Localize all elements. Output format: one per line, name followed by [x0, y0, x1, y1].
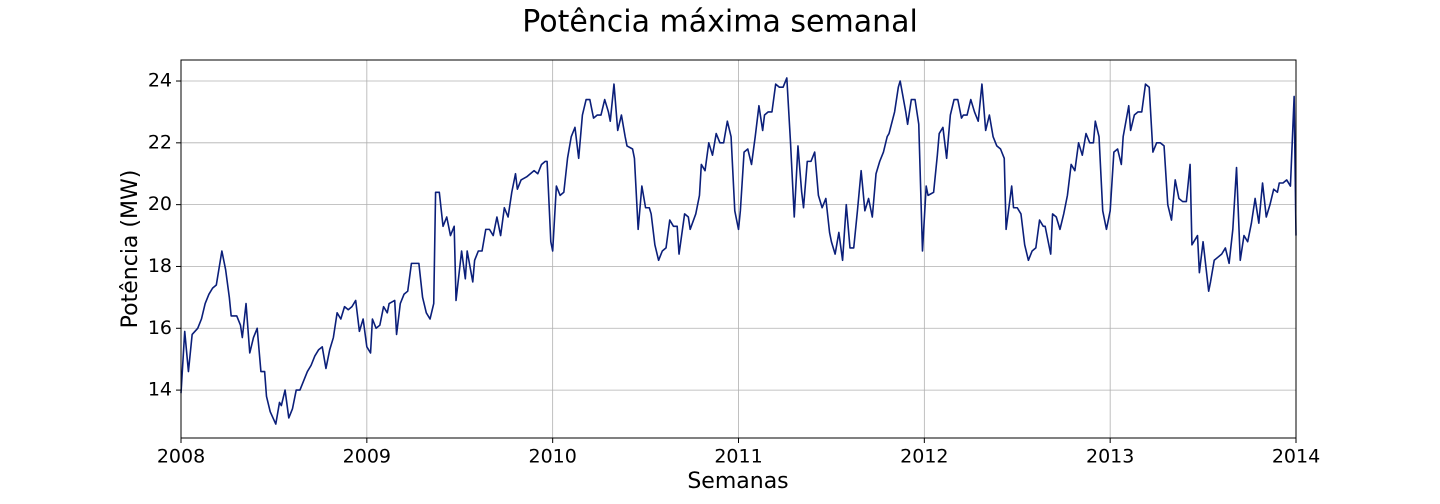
x-tick-label: 2012 — [900, 446, 948, 468]
y-tick-label: 14 — [148, 379, 172, 401]
plot-frame — [180, 59, 1297, 439]
y-tick-label: 20 — [148, 193, 172, 215]
x-tick-label: 2010 — [528, 446, 576, 468]
y-tick-label: 16 — [148, 317, 172, 339]
x-tick-label: 2009 — [343, 446, 391, 468]
chart-title: Potência máxima semanal — [522, 5, 918, 40]
y-tick-label: 18 — [148, 255, 172, 277]
x-tick-label: 2014 — [1272, 446, 1320, 468]
x-tick-label: 2011 — [714, 446, 762, 468]
y-axis-label: Potência (MW) — [118, 170, 143, 329]
data-line — [180, 77, 1297, 425]
y-tick-label: 22 — [148, 131, 172, 153]
x-axis-label: Semanas — [687, 469, 788, 494]
y-tick-label: 24 — [148, 70, 172, 92]
x-tick-label: 2013 — [1086, 446, 1134, 468]
x-tick-label: 2008 — [157, 446, 205, 468]
